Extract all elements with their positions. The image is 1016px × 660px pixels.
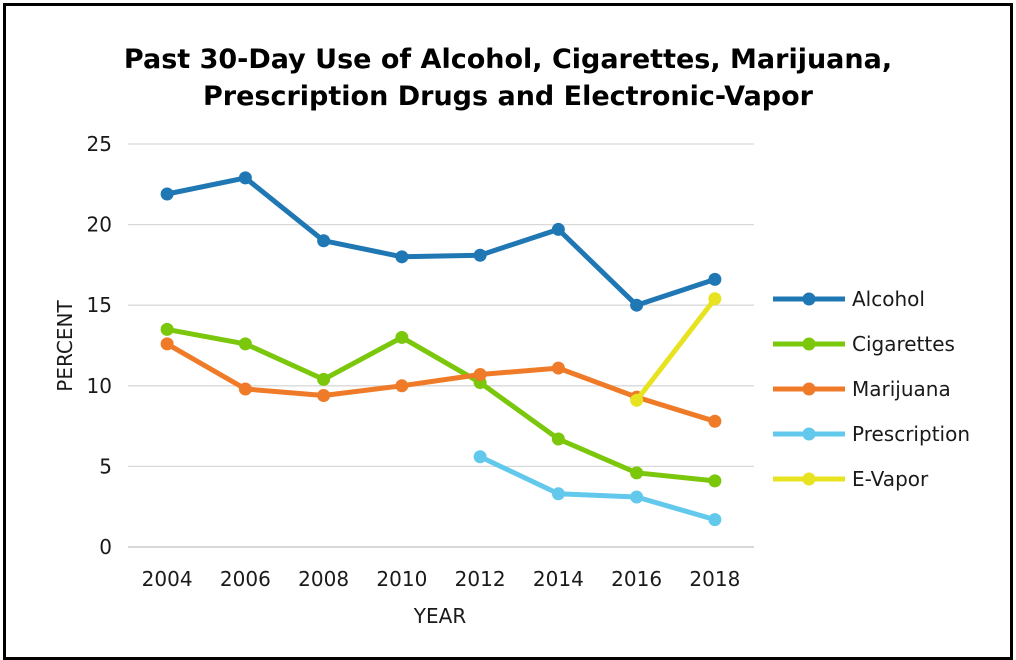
legend: Alcohol Cigarettes Marijuana Prescription E-… [773, 287, 970, 491]
x-tick-label: 2004 [142, 567, 193, 591]
data-point [395, 330, 409, 344]
data-point [551, 222, 565, 236]
series-line [477, 454, 718, 523]
data-point [551, 487, 565, 501]
legend-label: Marijuana [852, 377, 951, 401]
data-point [238, 171, 252, 185]
x-axis-ticks: 2004 2006 2008 2010 2012 2014 2016 2018 [142, 567, 741, 591]
y-tick-label: 10 [87, 374, 112, 398]
x-tick-label: 2016 [611, 567, 662, 591]
x-tick-label: 2006 [220, 567, 271, 591]
data-point [160, 322, 174, 336]
data-point [708, 272, 722, 286]
data-point [708, 292, 722, 306]
legend-swatch-marker [802, 382, 816, 396]
legend-swatch-marker [802, 427, 816, 441]
y-axis-ticks: 0 5 10 15 20 25 [87, 132, 112, 559]
legend-item: Cigarettes [773, 332, 955, 356]
data-point [551, 361, 565, 375]
legend-label: Prescription [852, 422, 970, 446]
chart-title: Past 30-Day Use of Alcohol, Cigarettes, … [0, 41, 1016, 115]
data-point [238, 337, 252, 351]
data-point [317, 388, 331, 402]
y-tick-label: 15 [87, 293, 112, 317]
x-tick-label: 2018 [689, 567, 740, 591]
legend-item: E-Vapor [773, 467, 929, 491]
data-point [630, 466, 644, 480]
legend-label: E-Vapor [852, 467, 929, 491]
x-axis-label: YEAR [413, 604, 467, 628]
series-alcohol [160, 171, 722, 312]
data-point [708, 414, 722, 428]
chart-title-line-1: Past 30-Day Use of Alcohol, Cigarettes, … [123, 44, 893, 75]
data-point [630, 393, 644, 407]
series-line [164, 341, 718, 424]
data-point [630, 490, 644, 504]
series-lines [160, 171, 722, 527]
data-point [630, 298, 644, 312]
data-point [160, 187, 174, 201]
series-e-vapor [630, 292, 722, 407]
legend-swatch-marker [802, 292, 816, 306]
legend-swatch-marker [802, 472, 816, 486]
series-line [164, 326, 718, 484]
legend-swatch-marker [802, 337, 816, 351]
legend-item: Alcohol [773, 287, 925, 311]
series-line [164, 175, 718, 308]
series-line [634, 296, 718, 403]
legend-label: Cigarettes [852, 332, 955, 356]
x-tick-label: 2014 [533, 567, 584, 591]
data-point [551, 432, 565, 446]
chart-title-line-2: Prescription Drugs and Electronic-Vapor [203, 81, 813, 112]
y-tick-label: 25 [87, 132, 112, 156]
legend-item: Marijuana [773, 377, 951, 401]
data-point [473, 248, 487, 262]
x-tick-label: 2010 [376, 567, 427, 591]
gridlines [128, 143, 754, 548]
data-point [708, 474, 722, 488]
y-tick-label: 5 [99, 454, 112, 478]
data-point [238, 382, 252, 396]
series-marijuana [160, 337, 722, 428]
data-point [473, 368, 487, 382]
data-point [473, 450, 487, 464]
data-point [395, 250, 409, 264]
data-point [317, 234, 331, 248]
data-point [395, 379, 409, 393]
data-point [160, 337, 174, 351]
legend-item: Prescription [773, 422, 970, 446]
y-axis-label: PERCENT [53, 300, 77, 392]
x-tick-label: 2012 [455, 567, 506, 591]
series-prescription [473, 450, 722, 527]
x-tick-label: 2008 [298, 567, 349, 591]
legend-label: Alcohol [852, 287, 925, 311]
y-tick-label: 0 [99, 535, 112, 559]
data-point [708, 513, 722, 527]
y-tick-label: 20 [87, 213, 112, 237]
data-point [317, 372, 331, 386]
